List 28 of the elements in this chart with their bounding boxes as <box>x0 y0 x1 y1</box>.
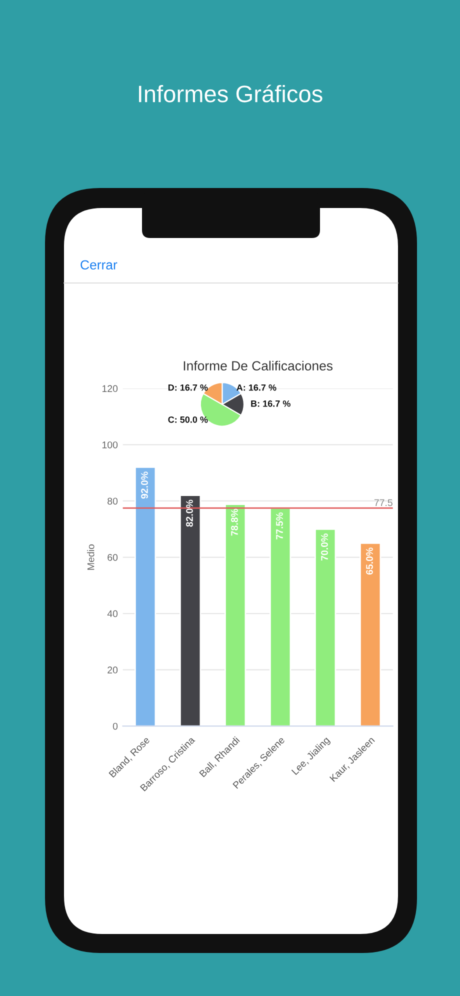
slice-label: D: 16.7 % <box>168 384 208 391</box>
y-tick-label: 60 <box>108 554 118 561</box>
y-tick-label: 80 <box>108 498 118 505</box>
data-label: 77.5% <box>276 512 283 540</box>
data-label: 78.8% <box>231 508 238 536</box>
ref-line-label: 77.5 <box>374 499 392 506</box>
bar <box>134 466 156 726</box>
y-tick-label: 0 <box>112 722 118 730</box>
slice-label: C: 50.0 % <box>168 416 208 423</box>
bar <box>224 504 246 726</box>
y-tick-label: 20 <box>108 666 118 674</box>
data-label: 65.0% <box>366 548 373 575</box>
text: Informes Gráficos <box>139 84 322 102</box>
y-axis-title: Medio <box>87 544 94 570</box>
data-label: 92.0% <box>141 472 148 499</box>
chart-title: Informe De Calificaciones <box>184 360 333 371</box>
y-tick-label: 40 <box>107 610 118 618</box>
slice-label: B: 16.7 % <box>251 400 290 407</box>
text: Cerrar <box>80 260 118 270</box>
bar <box>360 542 382 726</box>
y-tick-label: 100 <box>102 441 118 448</box>
bar <box>314 528 336 726</box>
data-label: 70.0% <box>321 534 328 560</box>
slice-label: A: 16.7 % <box>236 384 276 391</box>
bar <box>270 507 292 726</box>
bar <box>180 494 202 726</box>
data-label: 82.0% <box>186 500 193 527</box>
y-tick-label: 120 <box>102 385 118 392</box>
